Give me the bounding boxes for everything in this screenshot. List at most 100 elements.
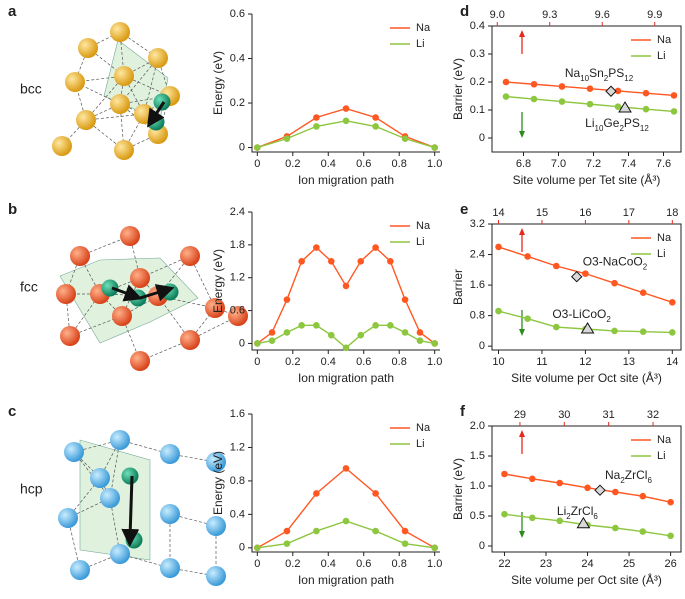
atom	[112, 306, 132, 326]
data-point	[612, 524, 619, 532]
data-point	[268, 329, 276, 336]
data-point	[401, 527, 409, 535]
x-axis-label: Ion migration path	[298, 173, 394, 187]
legend-label: Li	[416, 236, 425, 248]
data-point	[670, 108, 678, 115]
arrow-head	[519, 329, 525, 336]
data-point	[254, 340, 261, 347]
y-tick-label: 1.2	[230, 272, 245, 284]
x-tick-label: 0.2	[285, 158, 300, 170]
data-point	[669, 329, 676, 336]
atom	[90, 468, 110, 488]
atom	[60, 326, 80, 346]
x2-tick-label: 9.6	[595, 9, 610, 21]
x-tick-label: 0	[254, 158, 260, 170]
data-point	[372, 527, 379, 535]
atom	[58, 508, 78, 528]
data-point	[342, 465, 350, 472]
arrow-head	[519, 430, 525, 437]
y-tick-label: 1.6	[470, 279, 485, 291]
axis	[251, 14, 440, 153]
annotation: Li10Ge2PS12	[585, 116, 649, 132]
data-point	[669, 298, 676, 306]
data-point	[313, 244, 320, 251]
x2-tick-label: 18	[666, 207, 678, 219]
y-axis-label: Energy (eV)	[211, 51, 225, 115]
x-tick-label: 25	[623, 558, 635, 570]
data-point	[524, 253, 531, 260]
annotation-marker	[618, 101, 632, 113]
data-point	[313, 114, 320, 121]
atom	[180, 330, 200, 350]
y-tick-label: 1.2	[230, 441, 245, 453]
x-tick-label: 12	[579, 356, 591, 368]
legend-label: Li	[657, 248, 666, 260]
atom	[52, 136, 72, 156]
x-tick-label: 23	[540, 558, 552, 570]
bond	[69, 293, 101, 337]
axis	[251, 414, 440, 553]
atom	[56, 284, 76, 304]
atom	[70, 246, 90, 266]
bond	[119, 439, 171, 455]
migration-arrow	[139, 284, 175, 302]
data-point	[342, 517, 350, 525]
data-point	[642, 105, 650, 113]
structure-name: fcc	[20, 279, 38, 295]
data-point	[342, 344, 350, 352]
legend-label: Li	[416, 38, 425, 50]
y-axis-label: Barrier	[451, 269, 465, 305]
y-tick-label: 2.4	[230, 206, 245, 218]
atom	[206, 566, 226, 586]
x2-tick-label: 14	[492, 207, 504, 219]
data-point	[283, 540, 291, 547]
data-point	[283, 135, 291, 142]
data-point	[639, 289, 647, 297]
data-point	[372, 490, 379, 497]
data-point	[327, 257, 335, 265]
migration-arrow	[111, 284, 143, 302]
y-tick-label: 0	[239, 141, 245, 153]
data-point	[524, 315, 531, 322]
data-point	[283, 296, 291, 303]
atom	[78, 38, 98, 58]
x2-tick-label: 15	[536, 207, 548, 219]
atom	[206, 452, 226, 472]
panel-label: d	[460, 3, 469, 20]
structure-name: bcc	[20, 81, 42, 97]
panel-label: c	[8, 403, 16, 420]
data-point	[313, 527, 320, 535]
y-axis-label: Energy (eV)	[211, 451, 225, 515]
data-point	[528, 475, 536, 483]
x-tick-label: 7.4	[621, 158, 636, 170]
x-axis-label: Site volume per Oct site (Å³)	[511, 572, 662, 587]
data-point	[431, 144, 438, 151]
data-point	[283, 329, 291, 336]
panel-label: e	[460, 201, 468, 218]
atom	[130, 351, 150, 371]
y-tick-label: 0	[239, 542, 245, 554]
x-tick-label: 11	[536, 356, 547, 368]
annotation-marker	[580, 322, 595, 334]
series-line	[257, 120, 435, 149]
x-axis-label: Ion migration path	[298, 573, 394, 587]
data-point	[416, 337, 424, 344]
data-point	[667, 532, 674, 540]
atom	[206, 516, 226, 536]
y-tick-label: 0.4	[470, 20, 485, 32]
x2-tick-label: 9.9	[647, 9, 662, 21]
data-point	[313, 123, 320, 130]
x-axis-label: Site volume per Oct site (Å³)	[511, 370, 662, 385]
x-tick-label: 13	[623, 356, 635, 368]
y-tick-label: 0	[479, 132, 485, 144]
data-point	[639, 528, 647, 535]
axis	[491, 223, 682, 351]
data-point	[342, 105, 350, 112]
data-point	[313, 490, 320, 497]
data-point	[372, 123, 379, 130]
x2-tick-label: 9.3	[542, 9, 557, 21]
x-tick-label: 1.0	[427, 158, 442, 170]
x2-tick-label: 17	[623, 207, 635, 219]
data-point	[586, 100, 594, 108]
atom	[110, 430, 130, 450]
